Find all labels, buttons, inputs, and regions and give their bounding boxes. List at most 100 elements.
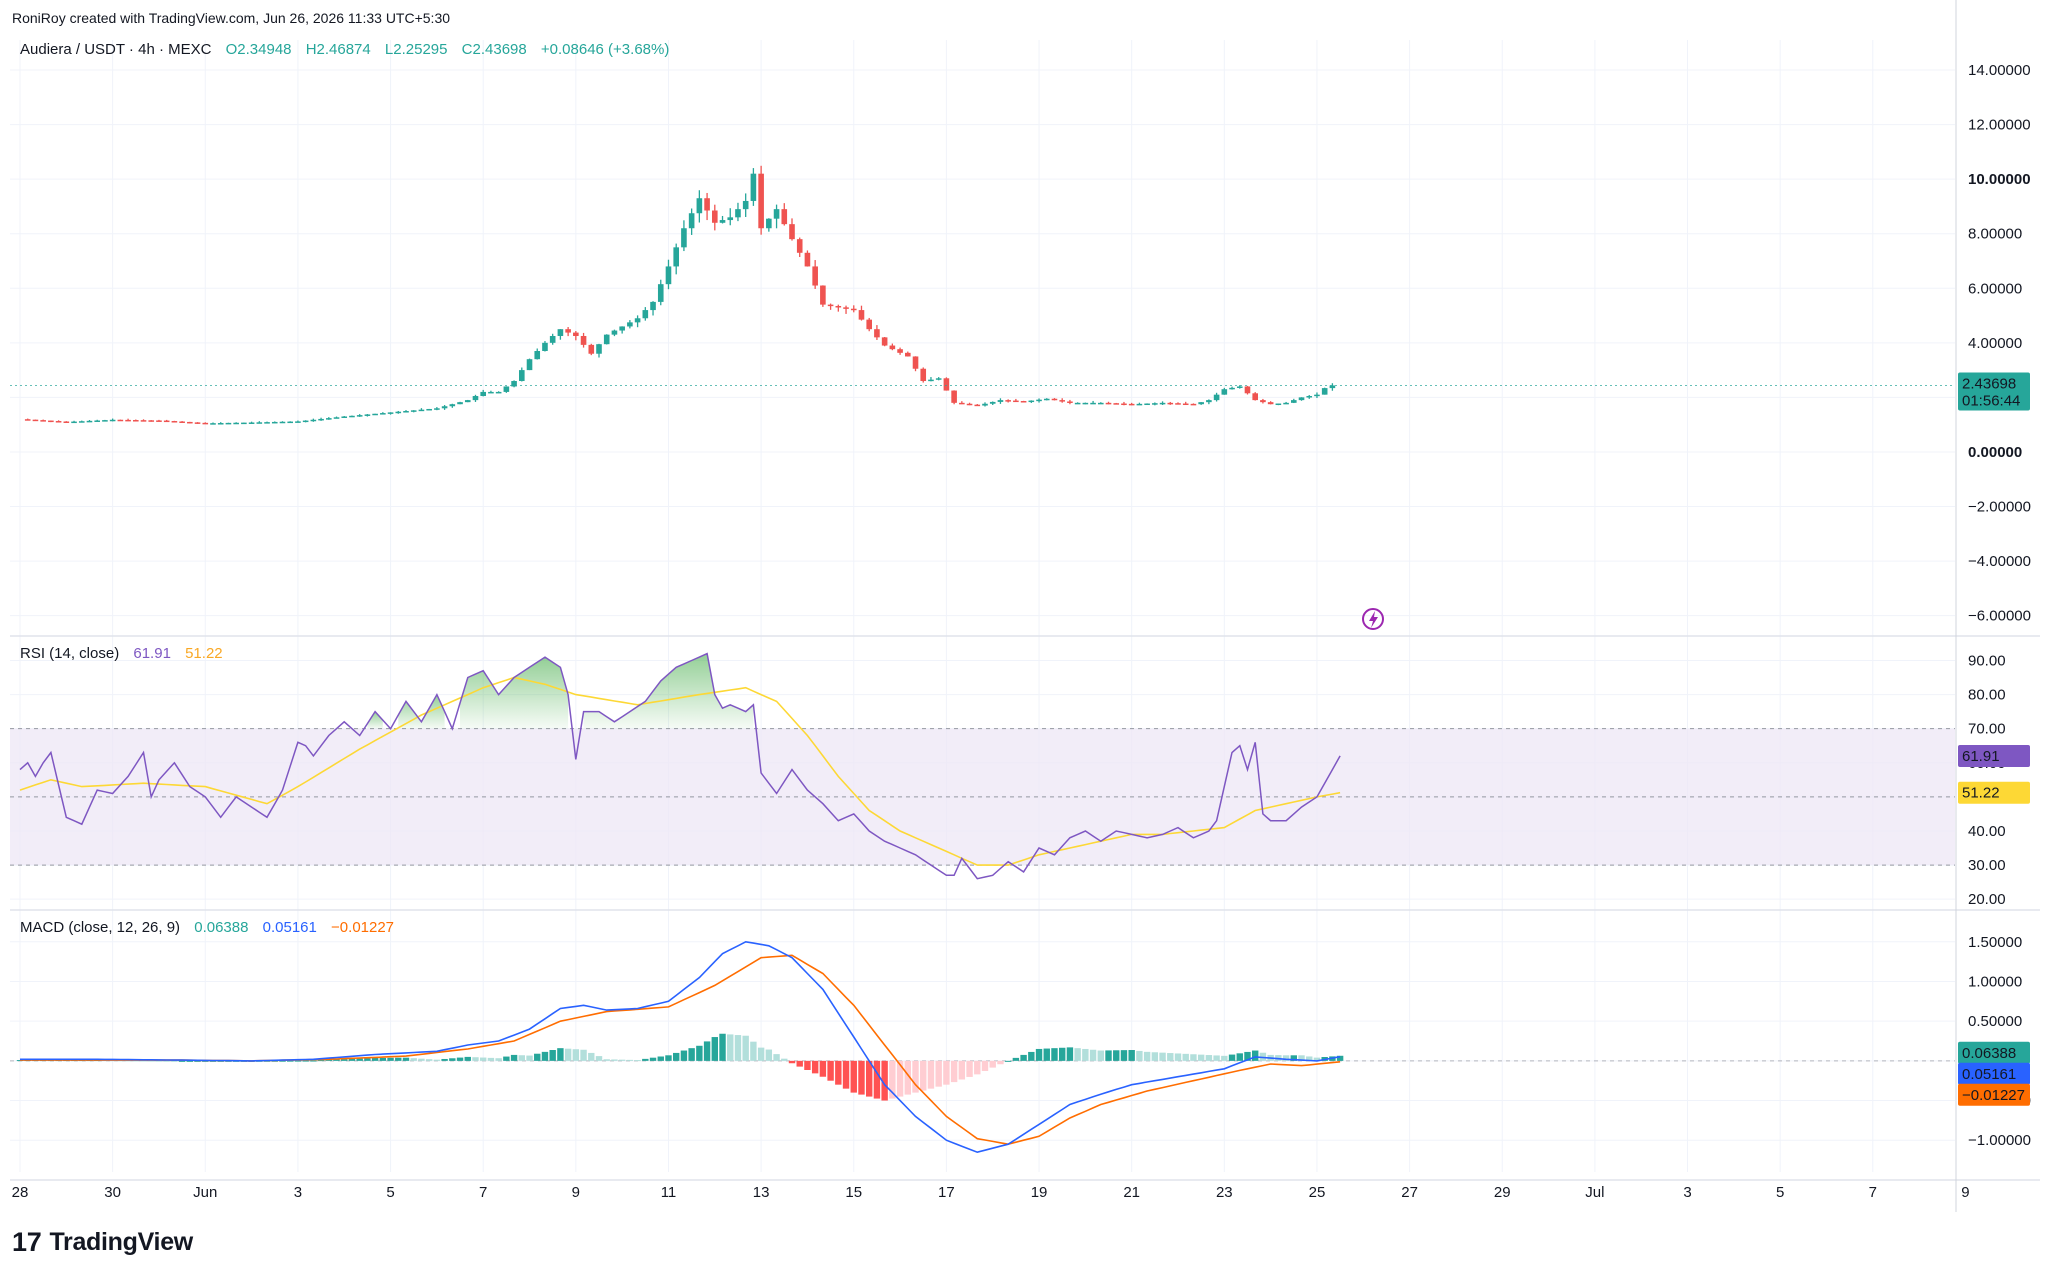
candle-body <box>503 386 510 392</box>
macd-hist-bar <box>881 1060 888 1101</box>
macd-hist-bar <box>997 1060 1004 1065</box>
candle-body <box>1028 400 1035 403</box>
macd-hist-badge-bg <box>1958 1041 2030 1064</box>
candle-body <box>1298 397 1305 401</box>
rsi-legend: RSI (14, close) 61.91 51.22 <box>20 645 223 662</box>
time-tick-label: 9 <box>572 1184 580 1201</box>
macd-hist-bar <box>611 1059 618 1061</box>
candle-body <box>310 419 317 422</box>
candle-body <box>1244 386 1251 394</box>
chart-credit: RoniRoy created with TradingView.com, Ju… <box>12 10 451 26</box>
macd-hist-bar <box>858 1060 865 1095</box>
time-tick-label: 9 <box>1961 1184 1969 1201</box>
macd-signal-value: −0.01227 <box>331 919 394 936</box>
candle-body <box>403 411 409 413</box>
macd-hist-bar <box>1159 1052 1166 1061</box>
high-value: H2.46874 <box>306 41 371 58</box>
candle-body <box>935 378 942 380</box>
macd-hist-bar <box>642 1058 649 1061</box>
price-tick-label: 70.00 <box>1968 721 2006 738</box>
tradingview-logo[interactable]: 17 TradingView <box>12 1227 193 1258</box>
macd-hist-bar <box>1306 1056 1313 1061</box>
macd-hist-bar <box>1197 1054 1205 1061</box>
candle-body <box>951 390 957 403</box>
macd-hist-bar <box>904 1060 911 1095</box>
macd-hist-bar <box>171 1060 178 1062</box>
macd-hist-bar <box>155 1060 163 1062</box>
candle-body <box>1213 394 1220 401</box>
macd-hist-bar <box>866 1060 873 1097</box>
macd-hist-bar <box>1028 1051 1035 1061</box>
candle-body <box>78 421 85 423</box>
candle-body <box>1121 403 1127 406</box>
candle-body <box>603 334 610 345</box>
candle-body <box>812 266 818 286</box>
candle-body <box>642 310 649 319</box>
macd-hist-bar <box>734 1035 742 1061</box>
price-tick-label: 4.00000 <box>1968 335 2022 352</box>
change-value: +0.08646 (+3.68%) <box>541 41 669 58</box>
macd-hist-bar <box>557 1048 564 1061</box>
macd-hist-bar <box>410 1058 417 1061</box>
candle-body <box>673 247 679 267</box>
candle-body <box>928 379 934 382</box>
macd-hist-bar <box>943 1060 950 1085</box>
candle-body <box>1167 402 1174 405</box>
candle-body <box>866 319 872 330</box>
macd-hist-bar <box>595 1056 603 1061</box>
tv-brand-name: TradingView <box>49 1228 193 1256</box>
candle-body <box>372 413 378 416</box>
candle-body <box>1267 402 1274 405</box>
price-tick-label: 30.00 <box>1968 857 2006 874</box>
macd-hist-bar <box>518 1055 525 1061</box>
candle-body <box>974 404 981 407</box>
candle-body <box>495 391 502 394</box>
candle-body <box>210 423 216 425</box>
candle-body <box>966 403 973 406</box>
candle-body <box>719 220 726 223</box>
macd-hist-bar <box>1244 1051 1251 1061</box>
candle-body <box>1105 402 1112 405</box>
candle-body <box>1090 402 1096 405</box>
rsi-ma-badge-bg <box>1958 781 2030 804</box>
macd-hist-bar <box>1151 1052 1159 1061</box>
time-tick-label: 13 <box>753 1184 770 1201</box>
macd-badge: 0.05161 <box>1962 1066 2016 1083</box>
price-badge-bg <box>1958 372 2030 411</box>
candle-body <box>727 217 734 221</box>
macd-hist-bar <box>209 1060 217 1062</box>
candle-body <box>380 413 386 415</box>
candle-body <box>1051 398 1058 401</box>
price-candles <box>10 165 1955 425</box>
macd-hist-bar <box>186 1060 194 1062</box>
rsi-lines <box>19 652 1341 880</box>
price-tick-label: −4.00000 <box>1968 553 2031 570</box>
macd-hist-bar <box>889 1060 896 1099</box>
rsi-value: 61.91 <box>133 645 171 662</box>
candle-body <box>1144 403 1150 406</box>
candle-body <box>480 391 486 397</box>
lightning-icon[interactable] <box>1362 608 1384 630</box>
candle-body <box>1005 400 1011 402</box>
candle-body <box>364 414 371 416</box>
time-tick-label: 28 <box>12 1184 29 1201</box>
macd-signal-line <box>20 954 1341 1146</box>
candle-body <box>94 420 100 422</box>
candle-body <box>920 368 927 382</box>
candle-body <box>881 337 888 346</box>
macd-hist-bar <box>912 1060 919 1093</box>
candle-body <box>542 342 548 352</box>
macd-hist-bar <box>194 1060 201 1062</box>
candle-body <box>449 404 456 407</box>
macd-hist-bar <box>202 1060 209 1062</box>
price-tick-label: 20.00 <box>1968 891 2006 908</box>
macd-hist-bar <box>989 1060 996 1068</box>
candle-body <box>187 421 193 424</box>
candle-body <box>1321 388 1328 395</box>
time-tick-label: 27 <box>1401 1184 1418 1201</box>
macd-hist-bar <box>1228 1054 1236 1061</box>
macd-hist-bar <box>1205 1055 1213 1061</box>
macd-hist-bar <box>1213 1055 1220 1061</box>
macd-hist-bar <box>896 1060 904 1097</box>
